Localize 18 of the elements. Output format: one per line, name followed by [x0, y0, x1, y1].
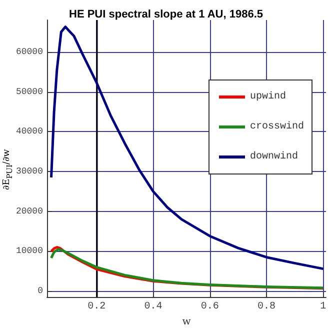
x-tick-label: 0.4	[144, 302, 162, 313]
y-tick-label: 50000	[16, 86, 43, 97]
x-tick-label: 0.2	[88, 302, 106, 313]
y-tick-label: 60000	[16, 46, 43, 57]
legend-label: downwind	[250, 150, 298, 162]
y-tick-label: 20000	[16, 206, 43, 216]
y-tick-label: 30000	[16, 166, 43, 177]
legend-label: upwind	[250, 90, 286, 102]
x-tick-label: 1	[320, 302, 326, 313]
legend-label: crosswind	[250, 120, 304, 132]
x-axis-title: w	[182, 316, 192, 328]
y-tick-label: 10000	[16, 246, 43, 256]
x-tick-label: 0.8	[258, 302, 276, 313]
x-tick-label: 0.6	[200, 302, 219, 313]
y-tick-label: 0	[38, 286, 43, 296]
chart-title: HE PUI spectral slope at 1 AU, 1986.5	[68, 8, 264, 20]
y-tick-label: 40000	[16, 126, 43, 137]
line-series	[50, 26, 324, 270]
